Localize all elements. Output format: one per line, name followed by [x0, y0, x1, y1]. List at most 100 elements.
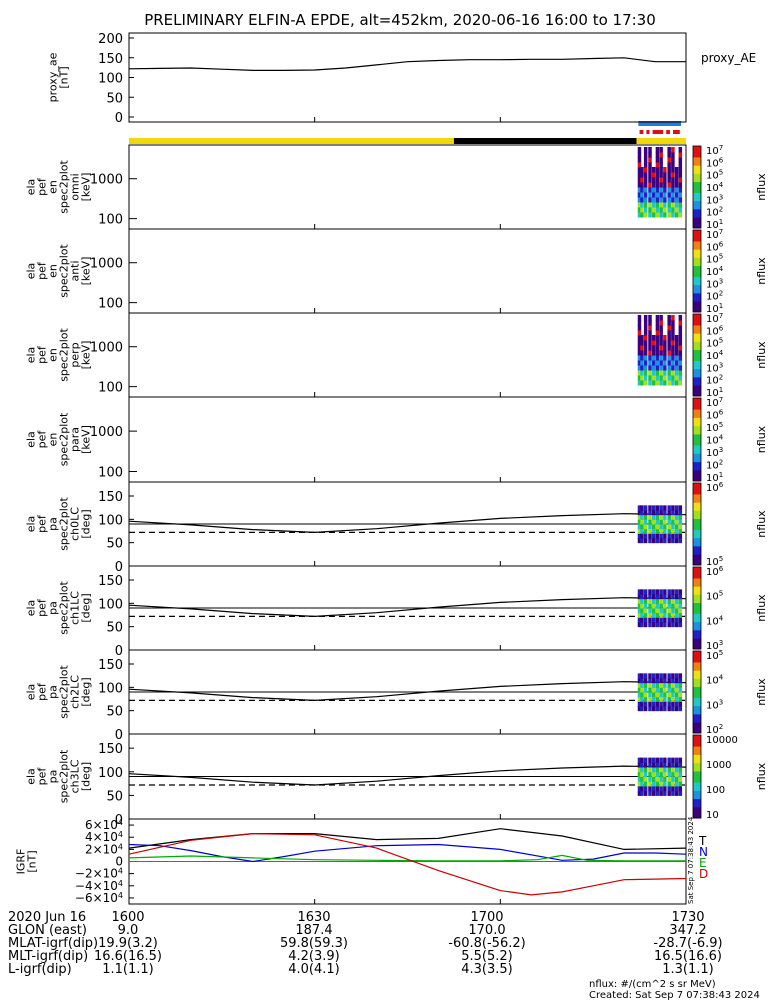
colorbar-tick-label: 106	[706, 409, 724, 422]
spectrogram-cell	[678, 330, 683, 336]
y-tick-label: 100	[98, 681, 123, 696]
colorbar-segment	[693, 551, 701, 555]
spectrogram-cell	[648, 202, 652, 208]
colorbar-segment	[693, 214, 701, 218]
spectrogram-cell	[674, 187, 679, 193]
colorbar-segment	[693, 532, 701, 536]
y-axis-label: elapefenspec2plotperp[keV]	[25, 328, 93, 382]
colorbar-segment	[693, 529, 701, 533]
pitch-angle-cell	[671, 785, 675, 792]
colorbar-segment	[693, 605, 701, 609]
spectrogram-cell	[674, 192, 679, 198]
spectrogram-cell	[640, 340, 644, 346]
spectrogram-cell	[667, 360, 671, 366]
pitch-angle-cell	[640, 678, 644, 684]
loss-cone-line	[128, 513, 687, 534]
colorbar-tick-label: 103	[706, 446, 723, 459]
pitch-angle-cell	[655, 682, 660, 688]
pitch-angle-cell	[674, 538, 679, 544]
spectrogram-cell	[655, 162, 660, 168]
pitch-angle-cell	[637, 762, 642, 768]
pitch-angle-cell	[655, 673, 660, 679]
colorbar-label: nflux	[755, 257, 768, 285]
colorbar-segment	[693, 439, 701, 443]
colorbar-segment	[693, 608, 701, 612]
pitch-angle-cell	[671, 538, 675, 544]
ephemeris-value: 4.3(3.5)	[461, 962, 513, 977]
colorbar-label: nflux	[755, 341, 768, 369]
pitch-angle-cell	[663, 622, 667, 628]
pitch-angle-cell	[671, 510, 675, 516]
pitch-angle-cell	[643, 510, 648, 516]
colorbar-segment	[693, 572, 701, 576]
pitch-angle-cell	[640, 598, 644, 604]
colorbar-segment	[693, 610, 701, 614]
pitch-angle-cell	[667, 505, 671, 511]
pitch-angle-cell	[674, 594, 679, 600]
science-mode-segment	[666, 130, 670, 134]
pitch-angle-cell	[640, 757, 644, 763]
spectrogram-cell	[671, 202, 675, 208]
pitch-angle-cell	[671, 598, 675, 604]
pitch-angle-cell	[671, 608, 675, 614]
pitch-angle-cell	[651, 673, 656, 679]
colorbar-segment	[693, 260, 701, 264]
pitch-angle-cell	[659, 519, 663, 525]
pitch-angle-cell	[640, 538, 644, 544]
colorbar-segment	[693, 518, 701, 522]
colorbar-segment	[693, 812, 701, 816]
spectrogram-cell	[648, 162, 652, 168]
pitch-angle-cell	[671, 589, 675, 595]
pitch-angle-cell	[637, 692, 642, 698]
spectrogram-cell	[640, 335, 644, 341]
pitch-angle-cell	[655, 533, 660, 539]
pitch-angle-cell	[651, 771, 656, 777]
spectrogram-cell	[678, 212, 683, 218]
spectrogram-cell	[655, 147, 660, 153]
pitch-angle-cell	[674, 696, 679, 702]
spectrogram-cell	[674, 167, 679, 173]
spectrogram-cell	[659, 350, 663, 356]
pitch-angle-cell	[674, 519, 679, 525]
series-line-n	[128, 843, 687, 863]
colorbar-segment	[693, 643, 701, 647]
spectrogram-cell	[667, 380, 671, 386]
loss-cone-line	[128, 765, 687, 786]
pitch-angle-cell	[643, 785, 648, 792]
spectrogram-cell	[648, 182, 652, 188]
spectrogram-cell	[640, 345, 644, 351]
pitch-angle-cell	[663, 608, 667, 614]
ephemeris-value: 1.3(1.1)	[662, 962, 714, 977]
spectrogram-cell	[640, 192, 644, 198]
spectrogram-cell	[655, 182, 660, 188]
colorbar-segment	[693, 273, 701, 277]
colorbar-segment	[693, 243, 701, 247]
pitch-angle-cell	[674, 767, 679, 773]
colorbar-segment	[693, 184, 701, 188]
pitch-angle-cell	[637, 612, 642, 618]
spectrogram-cell	[651, 182, 656, 188]
ephemeris-value: 1600	[111, 910, 144, 925]
spectrogram-cell	[648, 187, 652, 193]
pitch-angle-cell	[667, 673, 671, 679]
pitch-angle-cell	[663, 682, 667, 688]
spectrogram-cell	[655, 345, 660, 351]
spectrogram-cell	[651, 380, 656, 386]
colorbar-tick-label: 104	[706, 349, 724, 362]
pitch-angle-cell	[678, 776, 683, 782]
y-tick-label: 0	[115, 644, 123, 659]
colorbar-frame	[692, 145, 702, 229]
spectrogram-cell	[667, 162, 671, 168]
spectrogram-cell	[667, 370, 671, 376]
y-tick-label: 100	[98, 381, 123, 396]
pitch-angle-cell	[659, 771, 663, 777]
pitch-angle-cell	[674, 771, 679, 777]
spectrogram-cell	[663, 187, 667, 193]
pitch-angle-cell	[651, 696, 656, 702]
spectrogram-cell	[678, 320, 683, 326]
pitch-angle-cell	[659, 673, 663, 679]
spectrogram-cell	[659, 320, 663, 326]
spectrogram-cell	[643, 212, 648, 218]
spectrogram-cell	[648, 152, 652, 158]
pitch-angle-cell	[648, 505, 652, 511]
